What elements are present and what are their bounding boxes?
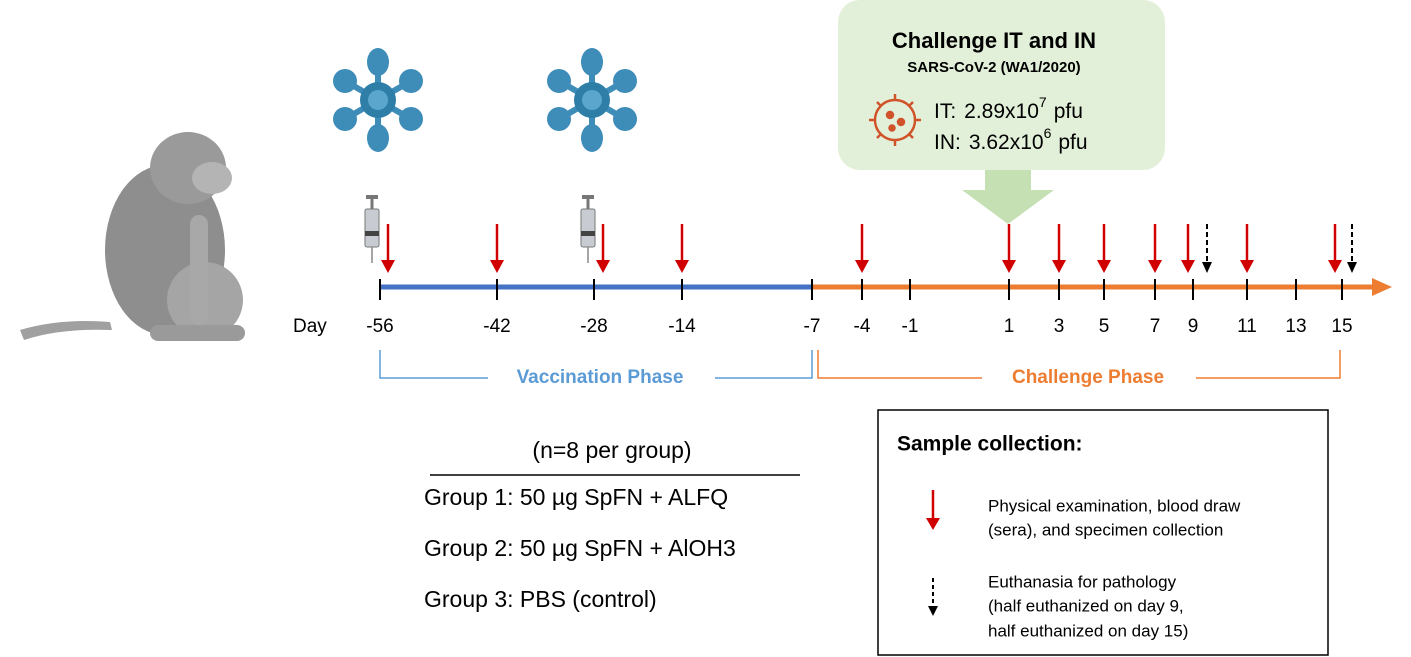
- callout-subtitle: SARS-CoV-2 (WA1/2020): [907, 59, 1080, 76]
- day-label: -14: [668, 316, 696, 337]
- dose-line: IT: 2.89x107 pfu: [934, 94, 1083, 123]
- day-label: 15: [1331, 316, 1352, 337]
- day-label: -4: [854, 316, 871, 337]
- day-label: 11: [1237, 316, 1257, 337]
- legend-text: Euthanasia for pathology: [988, 572, 1177, 591]
- arrow-head: [381, 260, 395, 273]
- sampling-arrow: [490, 224, 504, 273]
- legend-text: (half euthanized on day 9,: [988, 596, 1184, 615]
- arrow-head: [1052, 260, 1066, 273]
- dose-route: IT:: [934, 100, 956, 123]
- virus-icon: [869, 94, 921, 146]
- legend-text: (sera), and specimen collection: [988, 520, 1223, 539]
- dose-route: IN:: [934, 131, 961, 154]
- arrow-head: [675, 260, 689, 273]
- day-label: -1: [902, 316, 919, 337]
- sampling-arrow: [675, 224, 689, 273]
- arrow-head: [596, 260, 610, 273]
- sampling-arrow: [1002, 224, 1016, 273]
- arrow-head: [1181, 260, 1195, 273]
- legend-text: Physical examination, blood draw: [988, 496, 1241, 515]
- group-item: Group 2: 50 µg SpFN + AlOH3: [424, 535, 736, 561]
- legend-title: Sample collection:: [897, 433, 1083, 456]
- timeline-arrowhead: [1372, 278, 1392, 296]
- syringe: [364, 194, 380, 264]
- legend-black-arrow: [928, 578, 938, 616]
- axis-label: Day: [293, 316, 327, 337]
- day-label: 13: [1285, 316, 1306, 337]
- syringe: [580, 194, 596, 264]
- sampling-arrow: [596, 224, 610, 273]
- legend-red-arrow: [926, 490, 940, 530]
- day-label: 1: [1004, 316, 1015, 337]
- day-label: 5: [1099, 316, 1110, 337]
- nanoparticle: [547, 48, 637, 152]
- phase-label: Challenge Phase: [1012, 367, 1164, 388]
- sampling-arrow: [1052, 224, 1066, 273]
- callout-box: [838, 0, 1165, 170]
- day-label: 9: [1188, 316, 1199, 337]
- group-item: Group 3: PBS (control): [424, 586, 657, 612]
- sampling-arrow: [1240, 224, 1254, 273]
- arrow-head: [1240, 260, 1254, 273]
- callout-arrow: [962, 170, 1054, 224]
- sampling-arrow: [1097, 224, 1111, 273]
- legend-box: [877, 409, 1329, 656]
- dose-unit: pfu: [1054, 100, 1083, 123]
- day-label: -56: [366, 316, 393, 337]
- dose-exponent: 6: [1044, 125, 1052, 141]
- euthanasia-arrow: [1347, 224, 1357, 273]
- dose-base: 2.89x10: [964, 100, 1039, 123]
- sampling-arrow: [1148, 224, 1162, 273]
- monkey-illustration: [20, 132, 245, 341]
- phase-label: Vaccination Phase: [517, 367, 684, 388]
- sampling-arrow: [381, 224, 395, 273]
- groups-header: (n=8 per group): [532, 437, 691, 463]
- arrow-head: [1202, 262, 1212, 273]
- arrow-head: [1328, 260, 1342, 273]
- day-label: -28: [580, 316, 607, 337]
- day-label: 3: [1054, 316, 1065, 337]
- dose-line: IN: 3.62x106 pfu: [934, 125, 1088, 154]
- sampling-arrow: [1328, 224, 1342, 273]
- arrow-head: [490, 260, 504, 273]
- euthanasia-arrow: [1202, 224, 1212, 273]
- arrow-head: [1002, 260, 1016, 273]
- group-item: Group 1: 50 µg SpFN + ALFQ: [424, 484, 728, 510]
- bracket: [817, 350, 1341, 379]
- bracket: [379, 350, 813, 379]
- sampling-arrow: [855, 224, 869, 273]
- dose-base: 3.62x10: [969, 131, 1044, 154]
- nanoparticle: [333, 48, 423, 152]
- callout-title: Challenge IT and IN: [892, 28, 1096, 53]
- day-label: -7: [804, 316, 821, 337]
- arrow-head: [855, 260, 869, 273]
- arrow-head: [1097, 260, 1111, 273]
- day-label: 7: [1150, 316, 1161, 337]
- legend-text: half euthanized on day 15): [988, 621, 1188, 640]
- sampling-arrow: [1181, 224, 1195, 273]
- arrow-head: [1148, 260, 1162, 273]
- dose-exponent: 7: [1039, 94, 1047, 110]
- day-label: -42: [483, 316, 510, 337]
- dose-unit: pfu: [1058, 131, 1087, 154]
- arrow-head: [1347, 262, 1357, 273]
